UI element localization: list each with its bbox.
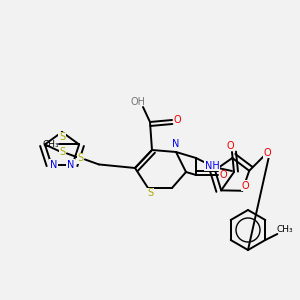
Text: N: N bbox=[67, 160, 74, 170]
Text: OH: OH bbox=[130, 97, 146, 107]
Text: O: O bbox=[226, 141, 234, 151]
Text: S: S bbox=[78, 153, 84, 164]
Text: S: S bbox=[147, 188, 153, 198]
Text: O: O bbox=[242, 181, 249, 191]
Text: NH: NH bbox=[205, 161, 219, 171]
Text: S: S bbox=[59, 132, 65, 142]
Text: N: N bbox=[50, 160, 57, 170]
Text: CH₃: CH₃ bbox=[43, 140, 59, 149]
Text: O: O bbox=[219, 170, 227, 180]
Text: S: S bbox=[60, 147, 66, 158]
Text: O: O bbox=[173, 115, 181, 125]
Text: O: O bbox=[263, 148, 271, 158]
Text: CH₃: CH₃ bbox=[276, 224, 292, 233]
Text: N: N bbox=[172, 139, 180, 149]
